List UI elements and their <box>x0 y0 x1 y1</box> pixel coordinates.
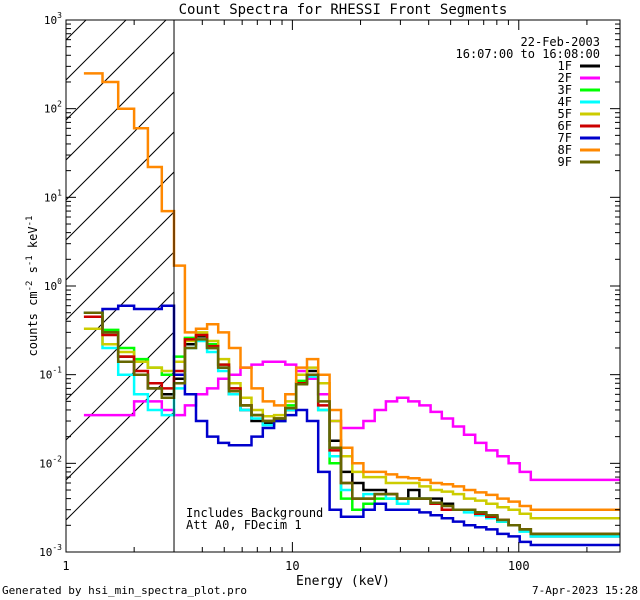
hatch-line <box>66 211 175 321</box>
annotation-attenuator: Att A0, FDecim 1 <box>186 518 302 532</box>
annotation-background: Includes Background <box>186 506 323 520</box>
y-axis: 10-3 10-2 10-1 100 101 102 103 <box>39 11 620 559</box>
legend: 22-Feb-2003 16:07:00 to 16:08:00 1F2F3F4… <box>456 35 601 169</box>
legend-label-1F: 1F <box>558 59 572 73</box>
spectra-series <box>83 72 620 547</box>
hatch-line <box>66 411 175 521</box>
x-tick-label: 1 <box>62 559 69 573</box>
y-axis-label: counts cm-2 s-1 keV-1 <box>25 216 40 357</box>
legend-label-9F: 9F <box>558 155 572 169</box>
chart-title: Count Spectra for RHESSI Front Segments <box>179 2 508 18</box>
legend-label-6F: 6F <box>558 119 572 133</box>
legend-label-8F: 8F <box>558 143 572 157</box>
footer-generator: Generated by hsi_min_spectra_plot.pro <box>2 584 247 597</box>
y-tick-label: 10-3 <box>39 543 62 559</box>
hatch-line <box>66 20 127 81</box>
y-tick-label: 102 <box>44 100 62 116</box>
x-tick-label: 100 <box>508 559 530 573</box>
y-tick-label: 103 <box>44 11 62 27</box>
hatch-line <box>66 131 175 241</box>
hatch-line <box>66 171 175 281</box>
legend-label-3F: 3F <box>558 83 572 97</box>
x-axis: 1 10 100 <box>62 20 588 573</box>
y-tick-label: 10-2 <box>39 454 62 470</box>
hatch-line <box>66 371 175 481</box>
legend-date: 22-Feb-2003 <box>521 35 600 49</box>
hatch-line <box>66 51 175 161</box>
legend-label-7F: 7F <box>558 131 572 145</box>
x-axis-label: Energy (keV) <box>296 574 390 589</box>
footer-timestamp: 7-Apr-2023 15:28 <box>532 584 638 597</box>
y-tick-label: 10-1 <box>39 366 62 382</box>
hatch-line <box>66 251 175 361</box>
attenuator-hatch-region <box>66 20 175 521</box>
y-tick-label: 101 <box>44 188 62 204</box>
legend-label-5F: 5F <box>558 107 572 121</box>
legend-label-2F: 2F <box>558 71 572 85</box>
legend-label-4F: 4F <box>558 95 572 109</box>
hatch-line <box>66 91 175 201</box>
hatch-line <box>66 20 167 121</box>
y-tick-label: 100 <box>44 277 62 293</box>
legend-time-range: 16:07:00 to 16:08:00 <box>456 47 601 61</box>
hatch-line <box>66 291 175 401</box>
x-tick-label: 10 <box>285 559 299 573</box>
